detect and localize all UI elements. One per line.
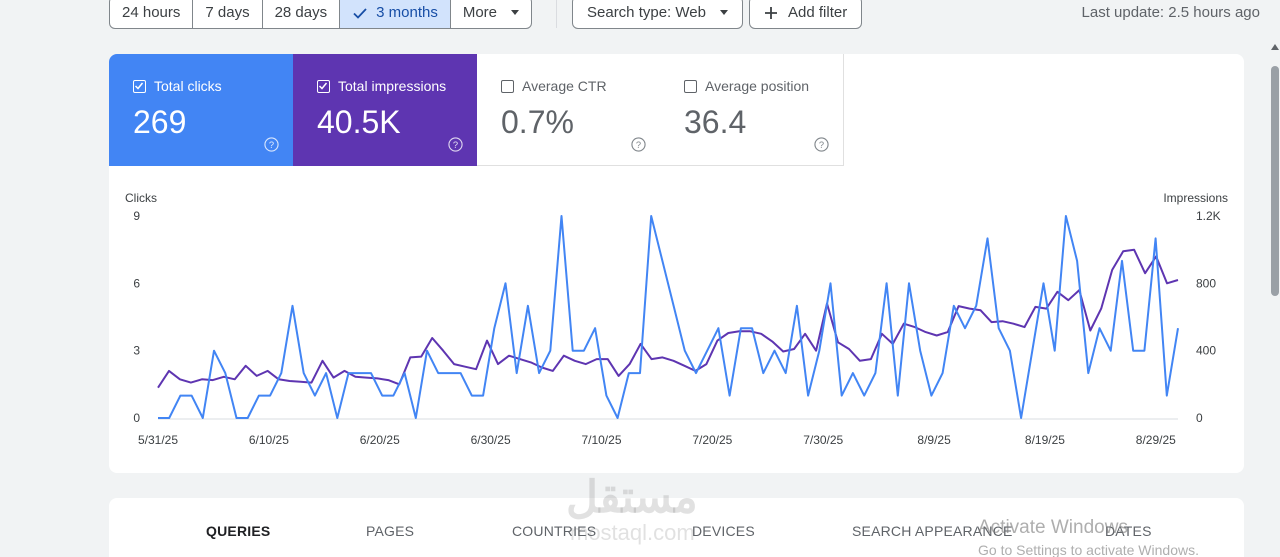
svg-text:?: ? [453,140,458,150]
metric-label: Total clicks [154,78,222,94]
metric-average-ctr[interactable]: Average CTR 0.7% ? [477,54,661,166]
performance-card: Total clicks 269 ? Total impressions 40.… [109,54,1244,473]
tab-search-appearance[interactable]: SEARCH APPEARANCE [852,523,1013,539]
svg-text:?: ? [269,140,274,150]
x-axis-tick: 8/9/25 [917,433,951,447]
clicks-series-line [158,215,1179,419]
metric-value: 36.4 [684,104,747,140]
date-range-selector: 24 hours 7 days 28 days 3 months More [109,0,533,29]
metric-label: Total impressions [338,78,447,94]
more-label: More [462,4,498,21]
right-axis-tick: 1.2K [1196,209,1221,223]
range-28-days[interactable]: 28 days [263,0,341,28]
search-type-label: Search type: Web [587,4,706,21]
activate-windows-title: Activate Windows [978,517,1128,538]
page-scrollbar[interactable] [1270,38,1280,557]
scrollbar-thumb[interactable] [1271,66,1279,296]
toolbar-divider [556,0,557,28]
checkbox-checked-icon [133,79,146,93]
svg-text:?: ? [636,140,641,150]
metric-label: Average position [705,78,810,94]
x-axis-tick: 8/19/25 [1025,433,1065,447]
metric-label-row: Average CTR [501,78,607,94]
search-type-button[interactable]: Search type: Web [572,0,743,29]
mostaql-watermark-site: mostaql.com [570,520,695,545]
metric-label: Average CTR [522,78,607,94]
tab-countries[interactable]: COUNTRIES [512,523,597,539]
x-axis-tick: 6/20/25 [360,433,400,447]
x-axis-tick: 6/10/25 [249,433,289,447]
last-update-text: Last update: 2.5 hours ago [1081,4,1260,21]
left-axis-tick: 9 [133,209,140,223]
left-axis-tick: 0 [133,411,140,425]
dropdown-caret-icon [511,10,520,15]
left-axis-title: Clicks [125,191,157,205]
right-axis-tick: 400 [1196,344,1216,358]
metric-label-row: Total impressions [317,78,446,94]
add-filter-button[interactable]: Add filter [749,0,863,29]
performance-chart: 9 6 3 0 1.2K 800 400 0 5/31/25 6/10/25 6/20/25 6/30… [133,209,1221,447]
tab-pages[interactable]: PAGES [366,523,415,539]
metric-total-impressions[interactable]: Total impressions 40.5K ? [293,54,477,166]
metric-label-row: Total clicks [133,78,222,94]
activate-windows-subtitle: Go to Settings to activate Windows. [978,542,1199,557]
tab-queries[interactable]: QUERIES [206,523,271,539]
metric-average-position[interactable]: Average position 36.4 ? [660,54,844,166]
metric-total-clicks[interactable]: Total clicks 269 ? [109,54,293,166]
range-3-months[interactable]: 3 months [340,0,451,28]
right-axis-tick: 0 [1196,411,1203,425]
x-axis-tick: 7/30/25 [803,433,843,447]
report-tabs: QUERIES PAGES COUNTRIES DEVICES SEARCH A… [109,498,1244,557]
range-3-months-label: 3 months [376,4,438,21]
range-7-days[interactable]: 7 days [193,0,263,28]
metric-value: 40.5K [317,104,401,140]
checkbox-checked-icon [317,79,330,93]
x-axis-tick: 7/10/25 [581,433,621,447]
metric-value: 269 [133,104,187,140]
right-axis-tick: 800 [1196,276,1216,290]
svg-text:?: ? [819,140,824,150]
tab-dates[interactable]: DATES [1105,523,1152,539]
checkbox-unchecked-icon [684,79,697,93]
scroll-up-icon[interactable] [1271,44,1279,50]
help-icon[interactable]: ? [814,137,829,152]
x-axis-tick: 5/31/25 [138,433,178,447]
checkbox-unchecked-icon [501,79,514,93]
x-axis-tick: 6/30/25 [471,433,511,447]
x-axis-tick: 7/20/25 [692,433,732,447]
right-axis-title: Impressions [1163,191,1228,205]
left-axis-tick: 6 [133,276,140,290]
dropdown-caret-icon [719,10,728,15]
help-icon[interactable]: ? [264,137,279,152]
left-axis-tick: 3 [133,344,140,358]
mostaql-watermark-logo: مستقل [566,473,698,522]
metric-label-row: Average position [684,78,809,94]
plus-icon [765,6,777,19]
help-icon[interactable]: ? [631,137,646,152]
impressions-series-line [157,248,1179,389]
more-ranges-button[interactable]: More [451,0,531,28]
x-axis-tick: 8/29/25 [1136,433,1176,447]
range-24-hours[interactable]: 24 hours [110,0,194,28]
tab-devices[interactable]: DEVICES [692,523,755,539]
metric-value: 0.7% [501,104,574,140]
help-icon[interactable]: ? [448,137,463,152]
check-icon [353,7,367,19]
add-filter-label: Add filter [788,4,848,21]
